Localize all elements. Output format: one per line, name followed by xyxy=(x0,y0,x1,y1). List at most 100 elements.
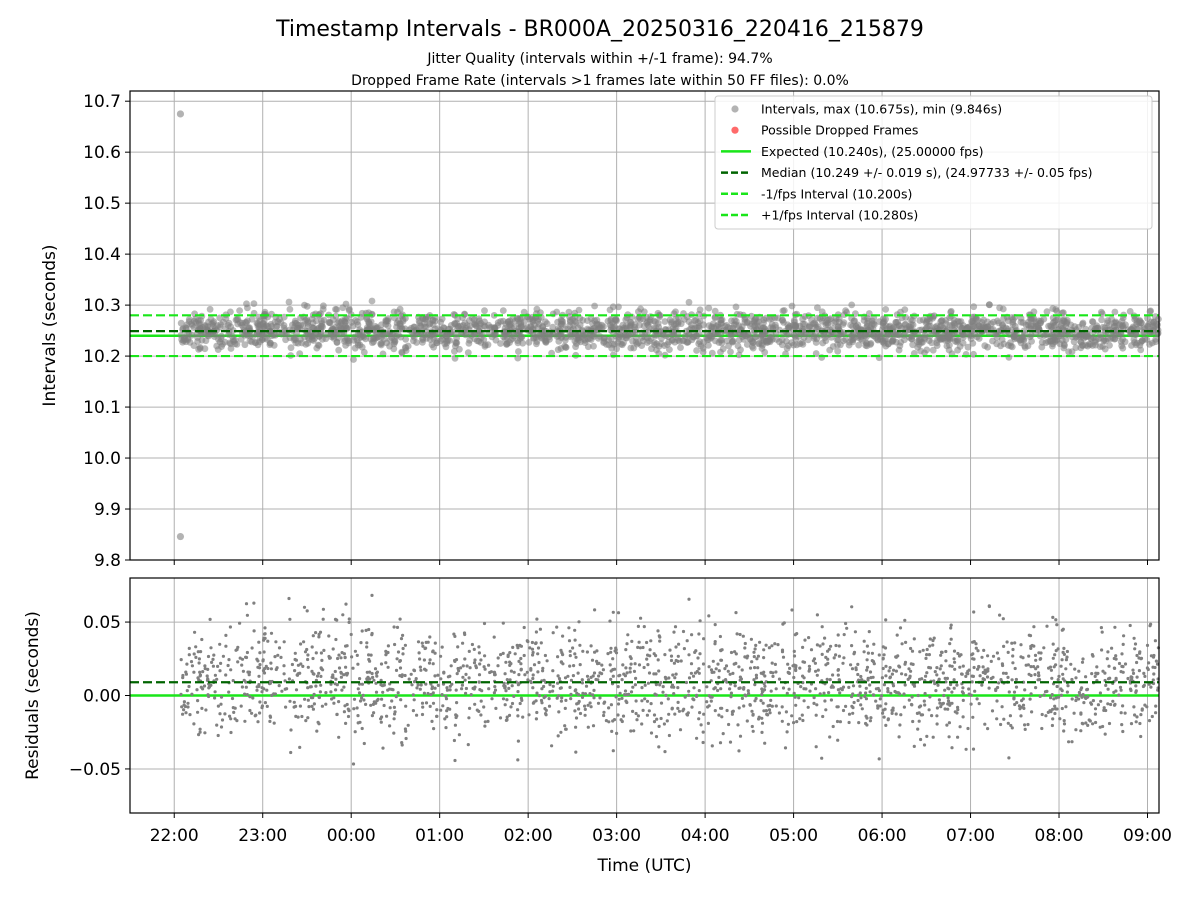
residual-point xyxy=(467,716,471,720)
residual-point xyxy=(556,734,560,738)
interval-point xyxy=(763,338,771,346)
residual-point xyxy=(736,723,740,727)
residual-point xyxy=(586,678,591,682)
residual-point xyxy=(985,675,990,679)
residual-point xyxy=(864,721,868,726)
residual-point xyxy=(854,666,858,670)
residual-point xyxy=(900,672,904,676)
residual-point xyxy=(989,659,993,664)
residual-point xyxy=(556,694,561,698)
interval-point xyxy=(378,339,385,347)
y-tick-label: 0.05 xyxy=(83,613,121,633)
interval-point xyxy=(997,342,1004,350)
interval-point xyxy=(723,337,731,345)
residual-point xyxy=(423,667,427,671)
residual-point xyxy=(431,649,435,653)
residual-point xyxy=(287,677,291,681)
residual-point xyxy=(564,727,568,731)
residual-point xyxy=(827,647,831,651)
residual-point xyxy=(574,688,578,692)
residual-point xyxy=(431,691,435,695)
residual-point xyxy=(541,669,545,673)
residual-point xyxy=(1002,644,1006,649)
residual-point xyxy=(628,666,632,670)
residual-point xyxy=(573,709,577,713)
interval-point xyxy=(980,316,988,324)
interval-point xyxy=(244,324,252,331)
residual-point xyxy=(426,691,430,696)
residual-point xyxy=(1101,724,1105,729)
residual-point xyxy=(623,693,627,697)
residual-point xyxy=(372,711,376,715)
residual-point xyxy=(290,662,294,667)
residual-point xyxy=(1138,650,1142,654)
interval-point xyxy=(520,308,528,316)
residual-point xyxy=(1006,721,1010,725)
interval-point xyxy=(699,348,707,356)
interval-point xyxy=(975,335,983,342)
residual-point xyxy=(940,702,944,706)
residual-point xyxy=(213,696,217,700)
residual-point xyxy=(657,669,661,673)
residual-point xyxy=(1045,624,1049,628)
residual-point xyxy=(1074,676,1078,680)
residual-point xyxy=(674,672,678,676)
residual-point xyxy=(938,667,942,671)
interval-point xyxy=(896,342,904,350)
residual-point xyxy=(299,662,303,666)
residual-point xyxy=(472,647,476,652)
residual-point xyxy=(936,683,940,687)
residual-point xyxy=(273,692,277,696)
residual-point xyxy=(556,674,560,678)
interval-point xyxy=(390,308,398,316)
residual-point xyxy=(465,664,469,668)
interval-point xyxy=(611,323,618,330)
interval-point xyxy=(198,336,206,344)
residual-point xyxy=(538,627,543,631)
residual-point xyxy=(238,621,242,625)
residual-point xyxy=(749,637,754,641)
residual-point xyxy=(192,670,196,674)
residual-point xyxy=(808,689,812,693)
residual-point xyxy=(662,722,667,726)
residual-point xyxy=(602,701,606,705)
residual-point xyxy=(654,683,659,687)
residual-point xyxy=(961,715,965,719)
interval-point xyxy=(783,344,791,352)
residual-point xyxy=(1034,658,1038,662)
residual-point xyxy=(352,707,356,711)
residual-point xyxy=(738,632,742,637)
residual-point xyxy=(350,655,354,659)
residual-point xyxy=(418,657,422,661)
residual-point xyxy=(346,714,351,719)
residual-point xyxy=(333,617,338,622)
residual-point xyxy=(1089,701,1093,705)
residual-point xyxy=(263,632,267,636)
residual-point xyxy=(337,735,341,739)
residual-point xyxy=(1114,657,1118,661)
legend-marker xyxy=(731,126,739,134)
interval-point xyxy=(360,348,368,356)
residual-point xyxy=(293,669,297,673)
residual-point xyxy=(1104,708,1108,713)
interval-point xyxy=(644,318,651,326)
residual-point xyxy=(646,681,651,685)
residual-point xyxy=(1099,626,1103,630)
interval-point xyxy=(320,302,327,310)
residual-point xyxy=(1037,673,1041,678)
residual-point xyxy=(616,611,621,615)
residual-point xyxy=(519,662,523,666)
residual-point xyxy=(1051,656,1055,660)
residual-point xyxy=(896,654,900,658)
residual-point xyxy=(1069,662,1073,666)
residual-point xyxy=(995,699,999,703)
residual-point xyxy=(1042,646,1046,650)
residual-point xyxy=(257,674,261,678)
residual-point xyxy=(300,714,304,719)
residual-point xyxy=(245,693,249,697)
residual-point xyxy=(964,674,968,679)
residual-point xyxy=(761,689,765,693)
residual-point xyxy=(1103,732,1107,736)
residual-point xyxy=(202,684,207,688)
interval-point xyxy=(723,327,731,335)
